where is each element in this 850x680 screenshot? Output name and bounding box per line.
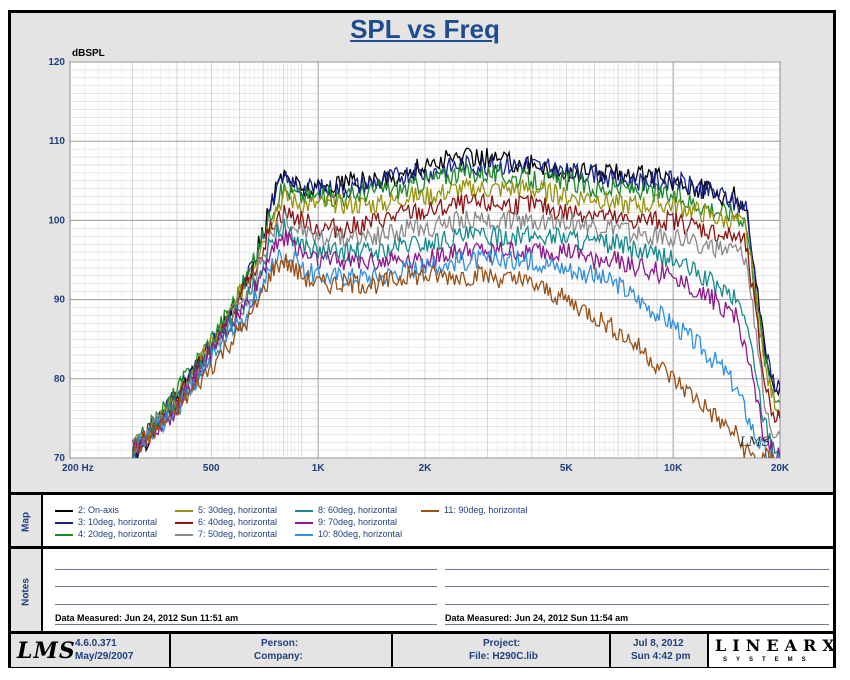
legend-swatch <box>55 509 73 512</box>
lms-logo: LMS <box>17 638 76 664</box>
brand-x-text: X <box>822 636 841 655</box>
y-tick-label: 70 <box>54 453 66 464</box>
footer-project-cell: Project: File: H290C.lib <box>393 634 611 667</box>
legend-swatch <box>421 509 439 512</box>
legend-label: 2: On-axis <box>78 505 120 515</box>
legend-swatch <box>55 521 73 524</box>
legend-item: 8: 60deg, horizontal <box>295 505 397 515</box>
x-tick-label: 500 <box>203 463 220 474</box>
note-line <box>55 604 437 605</box>
brand-main-text: LINEAR <box>715 636 823 655</box>
note-line <box>55 624 437 625</box>
y-tick-label: 110 <box>49 136 66 147</box>
spl-plot: 70 80 90 100 110 120 200 Hz 500 1K 2K 5K 10K 20K LMS <box>48 57 790 474</box>
note-line <box>55 586 437 587</box>
report-date: Jul 8, 2012 <box>633 638 684 649</box>
brand-sub-text: SYSTEMS <box>723 657 815 663</box>
notes-side-label: Notes <box>11 549 43 634</box>
series-line <box>131 176 780 458</box>
legend-swatch <box>295 533 313 536</box>
legend-item: 5: 30deg, horizontal <box>175 505 277 515</box>
legend-item: 3: 10deg, horizontal <box>55 517 157 527</box>
note-line <box>55 569 437 570</box>
legend-item: 9: 70deg, horizontal <box>295 517 397 527</box>
legend-label: 3: 10deg, horizontal <box>78 517 158 527</box>
legend-swatch <box>55 533 73 536</box>
person-label: Person: <box>261 638 299 649</box>
x-tick-label: 2K <box>419 463 433 474</box>
company-label: Company: <box>254 651 303 662</box>
x-tick-label: 200 Hz <box>62 463 94 474</box>
project-label: Project: <box>483 638 521 649</box>
notes-label-text: Notes <box>20 577 32 606</box>
legend-label: 5: 30deg, horizontal <box>198 505 278 515</box>
footer-version-cell: LMS 4.6.0.371 May/29/2007 <box>11 634 171 667</box>
legend-label: 9: 70deg, horizontal <box>318 517 398 527</box>
footer-brand-cell: LINEARX SYSTEMS <box>709 634 835 667</box>
note-line <box>445 604 829 605</box>
legend-item: 7: 50deg, horizontal <box>175 529 277 539</box>
legend-swatch <box>175 521 193 524</box>
map-side-label: Map <box>11 495 43 548</box>
legend-swatch <box>295 521 313 524</box>
version-date: May/29/2007 <box>75 651 134 662</box>
note-line <box>445 569 829 570</box>
legend-label: 8: 60deg, horizontal <box>318 505 398 515</box>
footer-date-cell: Jul 8, 2012 Sun 4:42 pm <box>611 634 709 667</box>
y-tick-label: 90 <box>54 295 66 306</box>
y-axis-unit-label: dBSPL <box>72 48 105 59</box>
report-time: Sun 4:42 pm <box>631 651 691 662</box>
legend-label: 11: 90deg, horizontal <box>444 505 528 515</box>
linearx-logo: LINEARX <box>715 636 841 655</box>
project-file: File: H290C.lib <box>469 651 538 662</box>
series-line <box>131 208 780 449</box>
legend-label: 6: 40deg, horizontal <box>198 517 278 527</box>
legend-label: 4: 20deg, horizontal <box>78 529 158 539</box>
legend-label: 10: 80deg, horizontal <box>318 529 403 539</box>
x-tick-label: 20K <box>771 463 790 474</box>
note-line <box>445 586 829 587</box>
footer: LMS 4.6.0.371 May/29/2007 Person: Compan… <box>11 631 835 667</box>
legend-item: 6: 40deg, horizontal <box>175 517 277 527</box>
legend-label: 7: 50deg, horizontal <box>198 529 278 539</box>
legend-swatch <box>175 533 193 536</box>
lms-watermark: LMS <box>739 435 771 450</box>
right-measured-date: Data Measured: Jun 24, 2012 Sun 11:54 am <box>445 613 629 623</box>
legend-item: 10: 80deg, horizontal <box>295 529 402 539</box>
series-line <box>131 253 774 458</box>
y-tick-label: 80 <box>54 374 66 385</box>
x-tick-label: 10K <box>664 463 683 474</box>
footer-person-cell: Person: Company: <box>171 634 393 667</box>
legend-item: 2: On-axis <box>55 505 119 515</box>
map-label-text: Map <box>20 511 32 532</box>
map-section: Map 2: On-axis 3: 10deg, horizontal 4: 20d… <box>11 492 833 548</box>
x-tick-label: 5K <box>560 463 574 474</box>
legend-item: 4: 20deg, horizontal <box>55 529 157 539</box>
x-tick-label: 1K <box>312 463 326 474</box>
chart-title: SPL vs Freq <box>350 14 500 44</box>
series-line <box>131 192 780 451</box>
legend-swatch <box>295 509 313 512</box>
legend-item: 11: 90deg, horizontal <box>421 505 527 515</box>
legend-swatch <box>175 509 193 512</box>
left-measured-date: Data Measured: Jun 24, 2012 Sun 11:51 am <box>55 613 239 623</box>
y-tick-label: 120 <box>48 57 65 68</box>
version-number: 4.6.0.371 <box>75 638 117 649</box>
notes-section: Notes Data Measured: Jun 24, 2012 Sun 11… <box>11 546 833 634</box>
note-line <box>445 624 829 625</box>
y-tick-label: 100 <box>48 215 65 226</box>
